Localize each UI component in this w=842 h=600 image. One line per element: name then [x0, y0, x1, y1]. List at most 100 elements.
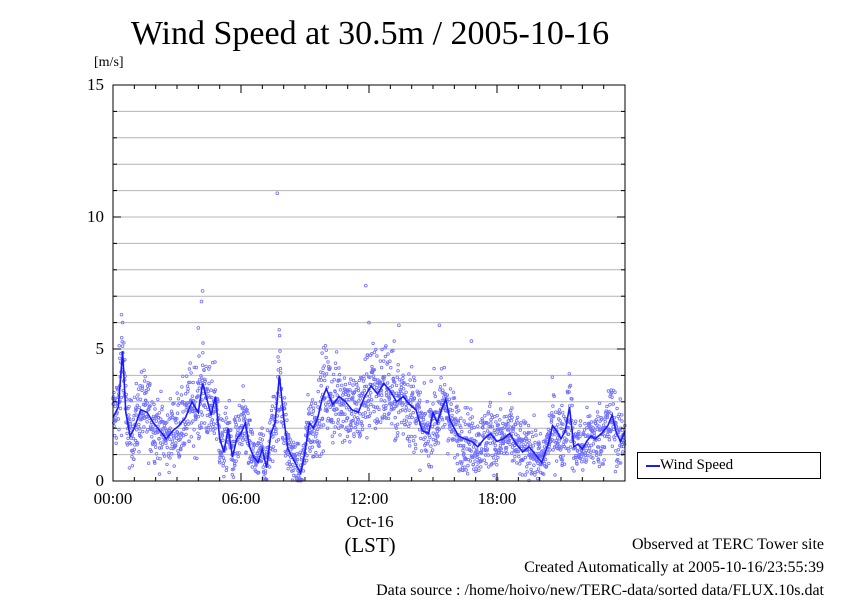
scatter-point [368, 411, 372, 415]
scatter-point [394, 426, 398, 430]
scatter-point [607, 438, 612, 442]
scatter-point [438, 388, 442, 392]
scatter-point [135, 403, 139, 407]
scatter-point [422, 381, 426, 385]
scatter-point [234, 459, 238, 463]
scatter-point [502, 415, 506, 419]
scatter-point [224, 468, 228, 473]
scatter-point [577, 430, 581, 434]
scatter-point [334, 366, 338, 371]
scatter-point [477, 432, 481, 437]
series-line [112, 351, 626, 476]
scatter-point [383, 354, 388, 359]
scatter-point [323, 378, 327, 383]
scatter-point [154, 428, 158, 432]
scatter-point [370, 370, 375, 374]
scatter-point [186, 401, 190, 405]
scatter-point [140, 384, 144, 388]
scatter-point [322, 374, 327, 378]
scatter-point [439, 376, 443, 380]
scatter-point [404, 419, 409, 423]
scatter-point [355, 383, 359, 387]
scatter-point [233, 463, 237, 468]
scatter-point [134, 428, 139, 432]
scatter-point [603, 420, 607, 424]
scatter-point [338, 433, 342, 437]
scatter-point [367, 394, 372, 398]
scatter-point [255, 451, 260, 455]
scatter-point [148, 382, 152, 386]
scatter-point [295, 457, 300, 462]
scatter-point [401, 432, 405, 436]
scatter-point [533, 428, 538, 433]
scatter-point [432, 366, 436, 371]
scatter-point [468, 459, 472, 463]
scatter-point [127, 416, 131, 421]
scatter-point [305, 458, 309, 463]
scatter-point [551, 404, 555, 408]
scatter-point [393, 438, 397, 443]
scatter-point [195, 389, 200, 393]
scatter-point [521, 457, 525, 461]
scatter-point [417, 406, 421, 410]
scatter-point [158, 457, 162, 461]
scatter-point [191, 419, 195, 423]
scatter-point [482, 431, 486, 435]
scatter-point [379, 398, 383, 402]
scatter-point [616, 448, 621, 452]
scatter-point [532, 463, 536, 467]
scatter-point [268, 457, 272, 462]
scatter-point [468, 417, 472, 421]
scatter-point [379, 365, 384, 370]
scatter-point [412, 375, 416, 379]
legend: Wind Speed [637, 452, 821, 479]
scatter-point [237, 403, 241, 408]
scatter-point [498, 407, 503, 411]
scatter-point [194, 414, 198, 419]
scatter-point [482, 458, 487, 462]
scatter-point [613, 438, 617, 442]
scatter-point [440, 398, 444, 402]
scatter-point [403, 423, 407, 427]
y-tick-label: 5 [95, 339, 105, 358]
scatter-point [239, 424, 244, 428]
scatter-point [478, 420, 483, 424]
scatter-point [400, 401, 405, 405]
scatter-point [362, 404, 367, 408]
scatter-point [459, 416, 463, 420]
scatter-point [596, 445, 601, 449]
scatter-point [400, 391, 404, 396]
scatter-point [565, 438, 569, 442]
scatter-point [348, 428, 353, 432]
scatter-point [318, 454, 322, 459]
scatter-point [364, 401, 368, 405]
scatter-point [471, 462, 475, 467]
scatter-point [141, 413, 145, 418]
scatter-point [412, 396, 417, 400]
scatter-point [367, 423, 372, 428]
scatter-point [118, 406, 123, 411]
scatter-point [542, 472, 546, 476]
scatter-point [364, 384, 369, 388]
scatter-point [284, 412, 288, 417]
scatter-point [545, 434, 549, 438]
scatter-point [125, 443, 130, 447]
scatter-point [340, 440, 345, 444]
scatter-point [494, 432, 499, 436]
scatter-point [333, 425, 337, 429]
scatter-point [308, 446, 312, 450]
scatter-point [196, 414, 200, 419]
scatter-point [570, 403, 574, 408]
scatter-point [392, 400, 397, 404]
legend-label: Wind Speed [660, 457, 734, 473]
plot-frame [112, 84, 626, 482]
scatter-point [175, 417, 179, 421]
scatter-point [567, 432, 571, 436]
scatter-point [367, 320, 371, 325]
scatter-point [547, 461, 551, 466]
scatter-point [462, 444, 466, 448]
scatter-point [270, 404, 275, 408]
scatter-point [127, 405, 131, 409]
scatter-point [514, 432, 518, 436]
scatter-point [525, 443, 530, 447]
